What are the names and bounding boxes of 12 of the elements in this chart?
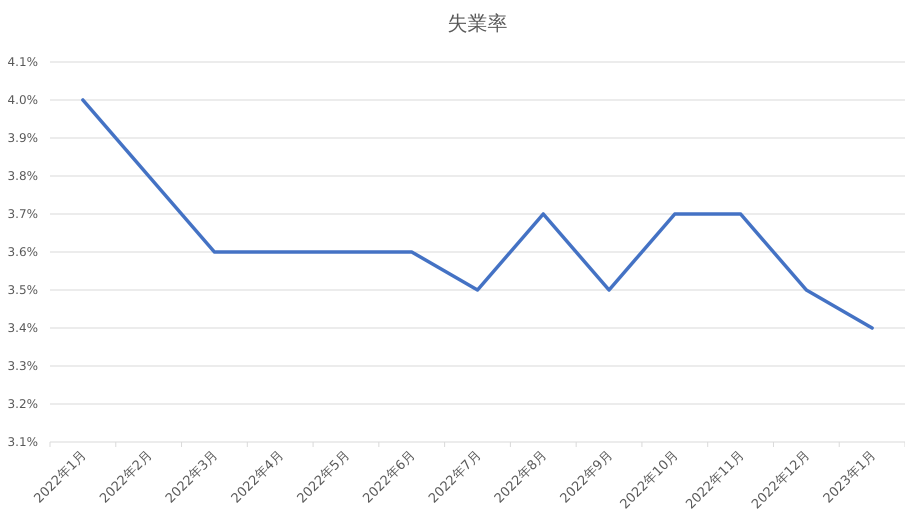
y-tick-label: 3.6% bbox=[8, 245, 38, 259]
y-tick-label: 3.3% bbox=[8, 359, 38, 373]
y-tick-label: 3.7% bbox=[8, 207, 38, 221]
y-tick-label: 3.8% bbox=[8, 169, 38, 183]
y-tick-label: 3.2% bbox=[8, 397, 38, 411]
y-tick-label: 4.1% bbox=[8, 55, 38, 69]
y-tick-label: 3.9% bbox=[8, 131, 38, 145]
title: 失業率 bbox=[448, 11, 508, 35]
y-tick-label: 3.1% bbox=[8, 435, 38, 449]
y-tick-label: 4.0% bbox=[8, 93, 38, 107]
y-tick-label: 3.5% bbox=[8, 283, 38, 297]
y-tick-label: 3.4% bbox=[8, 321, 38, 335]
